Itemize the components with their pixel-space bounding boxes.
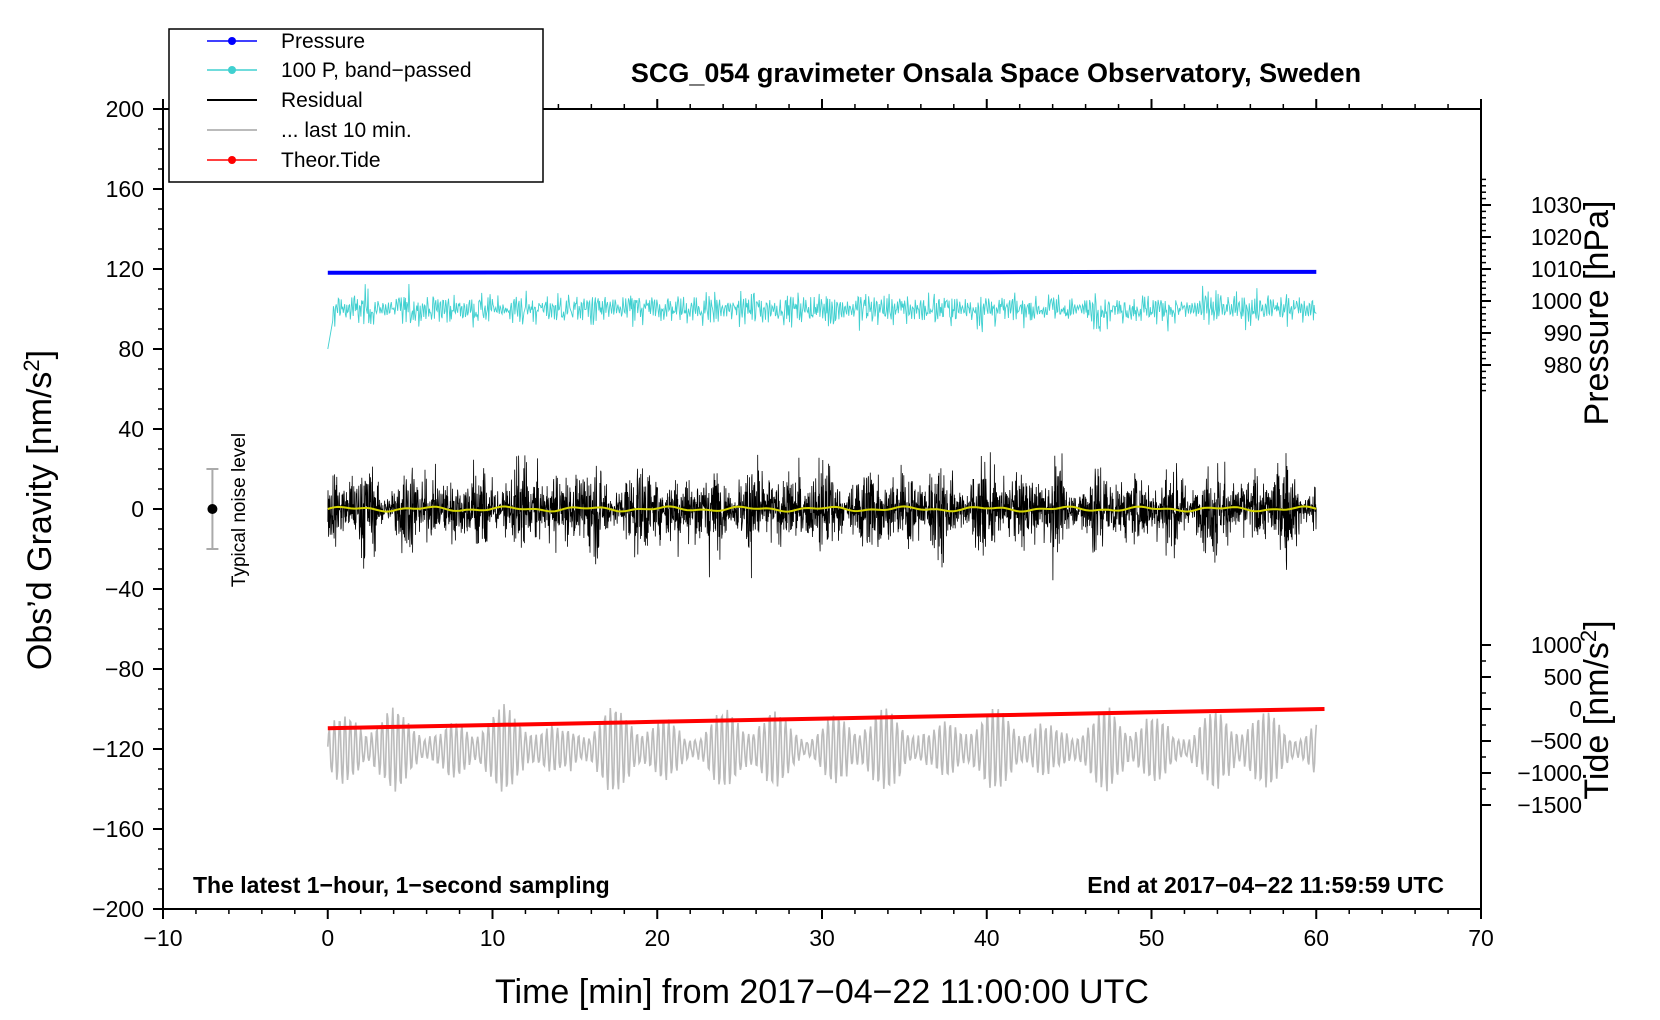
tide-tick-label: 0 [1569, 696, 1582, 722]
y-tick-label: −120 [92, 736, 144, 762]
x-tick-label: 10 [480, 925, 506, 951]
axis-ticks: −10 0 10 20 30 40 50 60 7020016012080400−40−80−1… [92, 96, 1582, 951]
y-axis-label-tide-end: ] [1578, 620, 1616, 629]
y-tick-label: 160 [106, 176, 144, 202]
pressure-tick-label: 990 [1544, 320, 1582, 346]
legend-label-bandpassed: 100 P, band−passed [281, 59, 472, 82]
y-tick-label: −200 [92, 896, 144, 922]
y-axis-label-gravity-sup: 2 [19, 359, 44, 371]
legend-entry-last10: ... last 10 min. [207, 119, 412, 142]
series-layer [327, 269, 1325, 792]
y-axis-label-tide-main: Tide [nm/s [1578, 642, 1616, 799]
annotation-end-time: End at 2017−04−22 11:59:59 UTC [1087, 872, 1444, 898]
x-tick-label: 70 [1468, 925, 1494, 951]
pressure-tick-label: 1000 [1531, 288, 1582, 314]
noise-level-marker: Typical noise level [206, 433, 250, 587]
legend-label-residual: Residual [281, 89, 363, 112]
y-axis-label-gravity: Obs’d Gravity [nm/s2] [19, 350, 59, 670]
y-tick-label: 40 [118, 416, 144, 442]
tide-tick-label: −1500 [1517, 792, 1582, 818]
y-tick-label: −160 [92, 816, 144, 842]
tide-tick-label: 1000 [1531, 632, 1582, 658]
legend-label-last10: ... last 10 min. [281, 119, 412, 142]
x-tick-label: 50 [1139, 925, 1165, 951]
pressure-tick-label: 1010 [1531, 256, 1582, 282]
legend-marker-pressure [228, 37, 236, 45]
legend-marker-bandpassed [228, 66, 236, 74]
y-tick-label: 200 [106, 96, 144, 122]
chart-title: SCG_054 gravimeter Onsala Space Observat… [631, 58, 1361, 88]
legend-marker-tide [228, 156, 236, 164]
series-residual-line [327, 452, 1317, 581]
tide-tick-label: −500 [1530, 728, 1582, 754]
series-tide-line [327, 707, 1325, 731]
y-tick-label: −40 [105, 576, 144, 602]
series-smoothed-line [327, 505, 1317, 513]
annotation-sampling: The latest 1−hour, 1−second sampling [193, 872, 610, 898]
y-tick-label: −80 [105, 656, 144, 682]
x-tick-label: 30 [809, 925, 835, 951]
legend-entry-pressure: Pressure [207, 30, 365, 53]
pressure-tick-label: 980 [1544, 352, 1582, 378]
y-tick-label: 80 [118, 336, 144, 362]
y-axis-label-gravity-main: Obs’d Gravity [nm/s [21, 372, 59, 671]
x-tick-label: 20 [644, 925, 670, 951]
legend: Pressure 100 P, band−passed Residual ...… [168, 28, 544, 183]
legend-entry-bandpassed: 100 P, band−passed [207, 59, 472, 82]
tide-tick-label: −1000 [1517, 760, 1582, 786]
x-tick-label: 60 [1303, 925, 1329, 951]
legend-entry-residual: Residual [207, 89, 363, 112]
x-tick-label: 0 [321, 925, 334, 951]
x-tick-label: −10 [143, 925, 182, 951]
pressure-tick-label: 1030 [1531, 192, 1582, 218]
y-tick-label: 0 [131, 496, 144, 522]
legend-label-pressure: Pressure [281, 30, 365, 53]
legend-entry-tide: Theor.Tide [207, 149, 381, 172]
series-pressure-line [327, 269, 1317, 275]
legend-label-tide: Theor.Tide [281, 149, 381, 172]
x-tick-label: 40 [974, 925, 1000, 951]
noise-level-label: Typical noise level [229, 433, 250, 587]
tide-tick-label: 500 [1544, 664, 1582, 690]
noise-level-dot [207, 504, 218, 514]
x-axis-label: Time [min] from 2017−04−22 11:00:00 UTC [495, 973, 1149, 1011]
pressure-tick-label: 1020 [1531, 224, 1582, 250]
y-axis-label-gravity-end: ] [21, 350, 59, 359]
series-last10-line [327, 704, 1318, 792]
y-axis-label-tide: Tide [nm/s2] [1576, 620, 1616, 799]
y-axis-label-tide-sup: 2 [1576, 630, 1601, 642]
series-bandpassed-line [327, 283, 1317, 350]
y-tick-label: 120 [106, 256, 144, 282]
y-axis-label-pressure: Pressure [hPa] [1578, 201, 1616, 426]
